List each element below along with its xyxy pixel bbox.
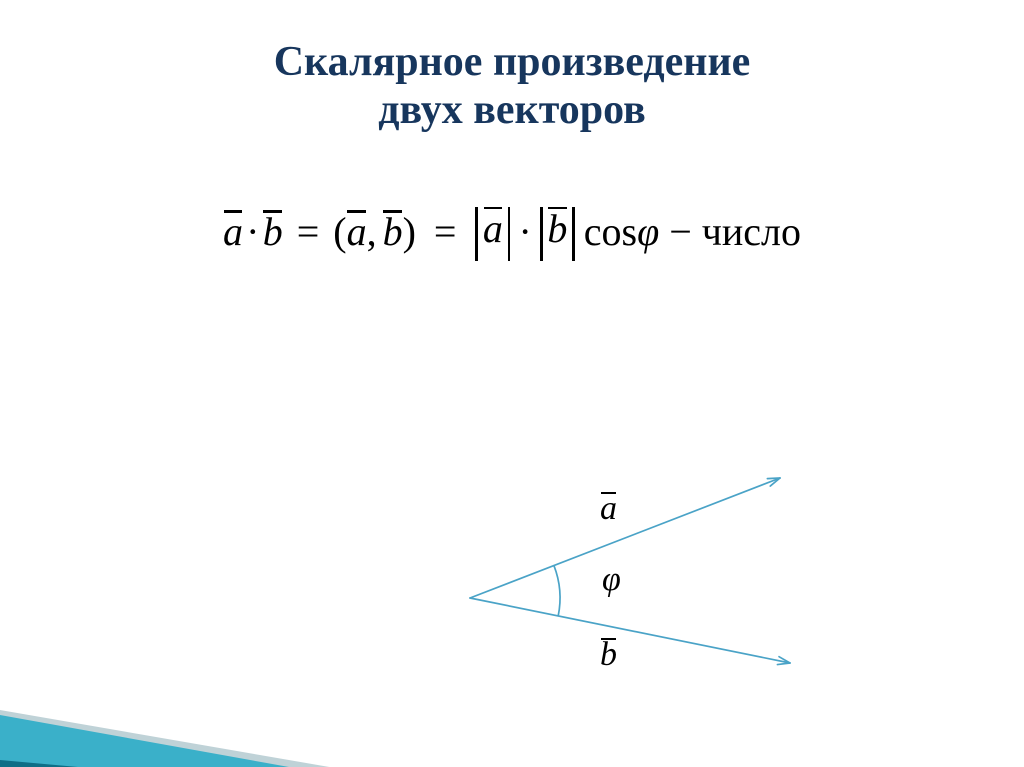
- dot-op: ·: [246, 208, 259, 255]
- rparen: ): [403, 208, 416, 255]
- dot-op-2: ·: [518, 208, 531, 255]
- vector-a-3: a: [483, 205, 503, 259]
- slide-title: Скалярное произведение двух векторов: [0, 38, 1024, 135]
- diagram-label-a-wrap: a: [600, 490, 617, 528]
- abs-a: a: [470, 205, 515, 259]
- diagram-label-b: b: [600, 636, 617, 674]
- vector-b-3: b: [547, 205, 567, 259]
- minus: −: [669, 208, 692, 255]
- cos: cos: [584, 208, 637, 255]
- vector-b: b: [263, 208, 283, 255]
- diagram-label-b-wrap: b: [600, 636, 617, 674]
- eq-1: =: [297, 208, 320, 255]
- diagram-label-a: a: [600, 490, 617, 528]
- vector-a: a: [223, 208, 243, 255]
- title-line-1: Скалярное произведение: [0, 38, 1024, 86]
- dot-product-formula: a · b = ( a , b ) = a · b cos φ − число: [0, 205, 1024, 259]
- vector-b-2: b: [383, 208, 403, 255]
- abs-b: b: [535, 205, 580, 259]
- vector-angle-diagram: a φ b: [0, 38, 1024, 767]
- diagram-label-phi: φ: [602, 561, 621, 599]
- corner-decoration: [0, 685, 520, 767]
- vector-a-2: a: [347, 208, 367, 255]
- result-word: число: [702, 208, 801, 255]
- diagram-svg: [0, 38, 1024, 767]
- title-line-2: двух векторов: [0, 86, 1024, 134]
- phi: φ: [637, 208, 659, 255]
- eq-2: =: [434, 208, 457, 255]
- comma: ,: [367, 208, 377, 255]
- lparen: (: [333, 208, 346, 255]
